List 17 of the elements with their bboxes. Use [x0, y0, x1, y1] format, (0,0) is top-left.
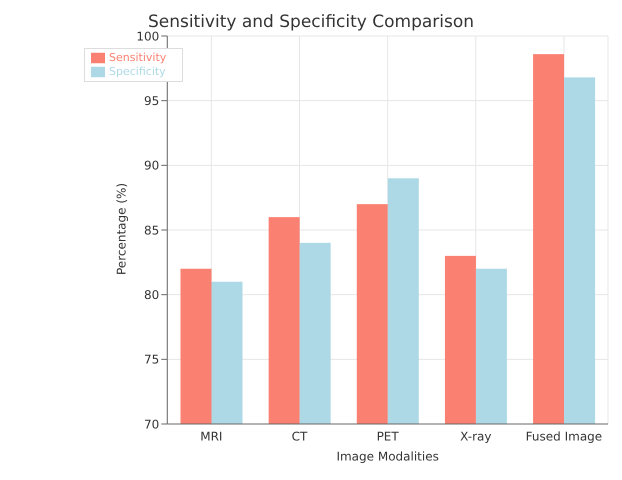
legend-label: Specificity	[109, 65, 166, 78]
x-tick-label: CT	[292, 430, 308, 444]
y-tick-label: 100	[136, 29, 160, 44]
y-tick-label: 95	[144, 94, 160, 108]
y-tick-label: 85	[144, 223, 160, 238]
x-tick-label: X-ray	[460, 430, 492, 444]
y-tick-label: 70	[144, 417, 160, 432]
x-tick-label: PET	[376, 430, 400, 444]
chart-title: Sensitivity and Specificity Comparison	[148, 12, 476, 32]
y-tick-label: 90	[144, 158, 160, 173]
x-tick-label: MRI	[200, 430, 222, 444]
y-axis-title: Percentage (%)	[114, 182, 129, 275]
y-tick-label: 75	[144, 352, 160, 367]
x-tick-label: Fused Image	[526, 430, 602, 444]
x-axis-title: Image Modalities	[336, 450, 439, 464]
legend-label: Sensitivity	[109, 51, 166, 64]
y-tick-label: 80	[144, 288, 160, 302]
